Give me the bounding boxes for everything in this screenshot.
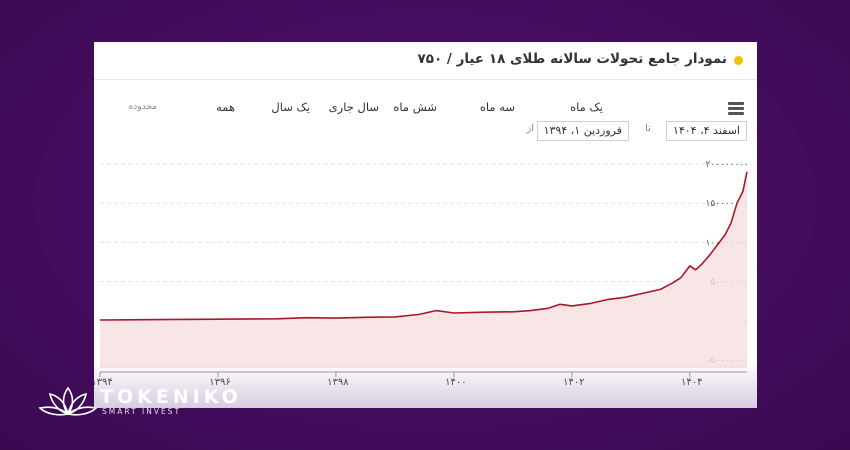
chart-title: نمودار جامع تحولات سالانه طلای ۱۸ عیار /… — [417, 51, 728, 67]
x-tick-label: ۱۴۰۴ — [681, 377, 702, 388]
date-range: اسفند ۴، ۱۴۰۴ تا فروردین ۱، ۱۳۹۴ از — [524, 121, 747, 141]
chart-header: نمودار جامع تحولات سالانه طلای ۱۸ عیار /… — [94, 42, 757, 80]
x-tick-label: ۱۳۹۸ — [327, 377, 349, 388]
x-tick-label: ۱۳۹۶ — [209, 377, 230, 388]
x-tick-label: ۱۴۰۰ — [445, 377, 466, 388]
from-date-input[interactable]: فروردین ۱، ۱۳۹۴ — [536, 121, 629, 141]
range-button-1y[interactable]: یک سال — [271, 100, 310, 114]
brand-name: TOKENIKO — [100, 386, 242, 408]
range-button-6m[interactable]: شش ماه — [393, 100, 437, 114]
to-label: تا — [645, 123, 651, 134]
range-button-ytd[interactable]: سال جاری — [328, 100, 379, 114]
brand-tagline: SMART INVEST — [102, 407, 182, 416]
y-tick-label: ۱۵۰۰۰۰۰۰۰ — [705, 199, 749, 209]
to-date-input[interactable]: اسفند ۴، ۱۴۰۴ — [665, 121, 747, 141]
tokeniko-logo: TOKENIKO SMART INVEST — [38, 384, 268, 424]
x-tick-label: ۱۴۰۲ — [563, 377, 584, 388]
hamburger-menu-icon[interactable] — [728, 102, 744, 115]
y-tick-label: ۲۰۰۰۰۰۰۰۰ — [705, 160, 749, 170]
from-label: از — [526, 123, 534, 134]
range-button-all[interactable]: همه — [216, 100, 235, 114]
title-dot-icon — [734, 56, 743, 65]
range-button-1m[interactable]: یک ماه — [570, 100, 603, 114]
range-label: محدوده — [128, 102, 157, 112]
range-selector: یک ماه سه ماه شش ماه سال جاری یک سال همه… — [107, 100, 747, 118]
area-chart[interactable]: ۲۰۰۰۰۰۰۰۰۱۵۰۰۰۰۰۰۰۱۰۰۰۰۰۰۰۰۵۰۰۰۰۰۰۰۰-۵۰۰… — [94, 42, 757, 408]
series-area — [100, 171, 747, 368]
x-tick-label: ۱۳۹۴ — [94, 377, 113, 388]
chart-card: نمودار جامع تحولات سالانه طلای ۱۸ عیار /… — [94, 42, 757, 408]
series-line — [99, 171, 748, 321]
lotus-icon — [38, 386, 98, 416]
range-button-3m[interactable]: سه ماه — [479, 100, 515, 114]
